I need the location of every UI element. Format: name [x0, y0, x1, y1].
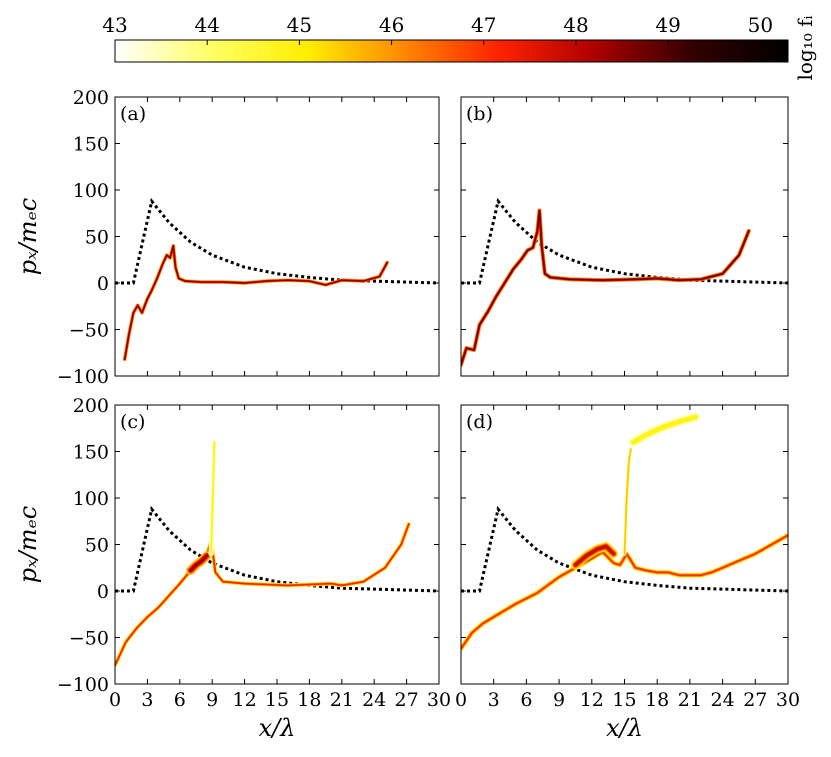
colorbar-tick-label: 49	[655, 13, 680, 37]
colorbar-tick-label: 44	[194, 13, 219, 37]
x-tick-label: 27	[743, 689, 767, 711]
colorbar-tick-label: 46	[379, 13, 404, 37]
y-tick-label: −100	[57, 674, 109, 696]
x-tick-label: 18	[645, 689, 669, 711]
colorbar-tick-label: 50	[748, 13, 773, 37]
x-tick-label: 3	[141, 689, 153, 711]
x-tick-label: 21	[678, 689, 702, 711]
colorbar-label: log₁₀ fᵢ	[793, 15, 817, 80]
x-tick-label: 9	[553, 689, 565, 711]
phase-space-band	[461, 209, 751, 367]
phase-space-halo	[461, 208, 751, 367]
panel-label: (d)	[466, 411, 493, 433]
x-tick-label: 21	[330, 689, 354, 711]
phase-space-band	[115, 522, 411, 667]
colorbar-tick-label: 43	[102, 13, 127, 37]
reference-curve	[461, 505, 788, 593]
y-tick-label: 100	[73, 180, 109, 202]
y-tick-label: 50	[85, 227, 109, 249]
y-tick-label: 50	[85, 535, 109, 557]
x-tick-label: 15	[265, 689, 289, 711]
x-tick-label: 0	[109, 689, 121, 711]
x-tick-label: 24	[362, 689, 386, 711]
x-tick-label: 18	[297, 689, 321, 711]
y-tick-label: −100	[57, 366, 109, 388]
reference-curve	[115, 197, 439, 285]
panel-label: (b)	[466, 103, 493, 125]
phase-space-band	[123, 244, 389, 361]
colorbar-tick-label: 48	[563, 13, 588, 37]
x-tick-label: 9	[206, 689, 218, 711]
y-tick-label: 200	[73, 395, 109, 417]
x-tick-label: 30	[776, 689, 800, 711]
y-tick-label: 0	[97, 273, 109, 295]
phase-space-core	[623, 441, 633, 555]
axes-frame	[114, 96, 440, 377]
panel-d: 0 3 6 9 12 15 18 21 24 27 30 (d) x/λ	[455, 404, 800, 742]
x-tick-label: 30	[427, 689, 451, 711]
y-tick-label: 100	[73, 488, 109, 510]
x-tick-label: 24	[711, 689, 735, 711]
phase-space-core	[210, 441, 216, 555]
x-tick-label: 27	[395, 689, 419, 711]
phase-space-core	[188, 553, 209, 573]
reference-curve	[461, 197, 788, 285]
x-tick-label: 3	[488, 689, 500, 711]
phase-space-core	[115, 523, 410, 667]
y-tick-label: 150	[73, 442, 109, 464]
phase-space-core	[124, 245, 388, 360]
y-axis-label: pₓ/mₑc	[14, 506, 42, 583]
phase-space-halo	[115, 521, 411, 668]
y-tick-label: 200	[73, 87, 109, 109]
panel-label: (a)	[120, 103, 146, 125]
phase-space-core	[461, 209, 750, 366]
x-tick-label: 6	[174, 689, 186, 711]
panel-label: (c)	[120, 411, 145, 433]
x-axis-label: x/λ	[259, 714, 296, 742]
panel-b: (b)	[460, 96, 789, 377]
axes-frame	[460, 96, 789, 377]
x-tick-label: 15	[612, 689, 636, 711]
y-tick-label: 0	[97, 581, 109, 603]
colorbar	[114, 39, 789, 63]
x-tick-label: 12	[580, 689, 604, 711]
axes-frame	[114, 404, 440, 685]
y-tick-label: 150	[73, 134, 109, 156]
x-tick-label: 0	[455, 689, 467, 711]
x-axis-label: x/λ	[606, 714, 643, 742]
reference-curve	[115, 505, 439, 593]
y-tick-label: −50	[69, 320, 109, 342]
panel-a: −100 −50 0 50 100 150 200 (a) pₓ/mₑc	[14, 87, 440, 388]
colorbar-tick-label: 45	[287, 13, 312, 37]
y-tick-label: −50	[69, 628, 109, 650]
phase-space-core	[461, 534, 788, 650]
y-axis-label: pₓ/mₑc	[14, 198, 42, 275]
x-tick-label: 6	[520, 689, 532, 711]
phase-space-core	[630, 414, 698, 445]
phase-space-core	[573, 544, 616, 567]
panel-c: 0 3 6 9 12 15 18 21 24 27 30−100−50050100150200(c)…	[14, 395, 451, 742]
x-tick-label: 12	[233, 689, 257, 711]
colorbar-tick-label: 47	[471, 13, 496, 37]
